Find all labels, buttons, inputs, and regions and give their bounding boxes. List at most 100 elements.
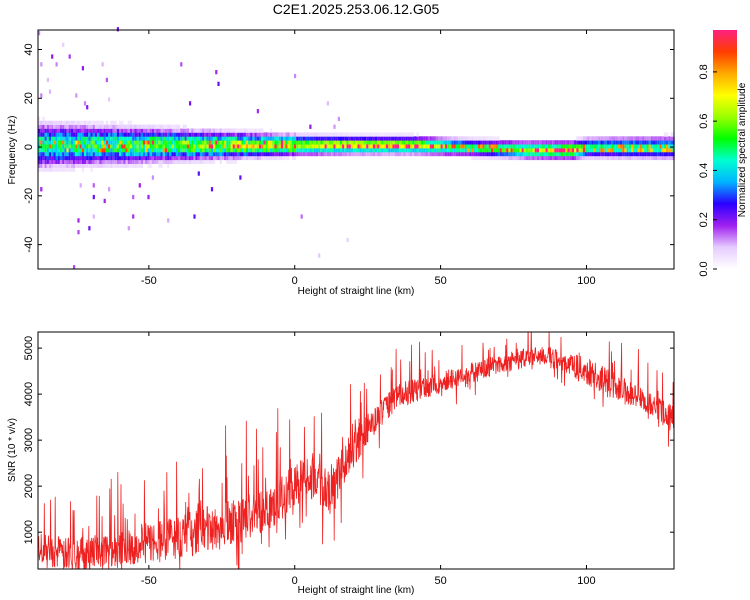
heatmap-cell <box>228 132 231 137</box>
heatmap-cell <box>335 132 338 137</box>
heatmap-cell <box>206 148 209 153</box>
heatmap-cell <box>193 159 196 164</box>
heatmap-cell <box>556 151 559 157</box>
heatmap-cell <box>154 128 157 133</box>
heatmap-cell <box>357 132 360 137</box>
heatmap-cell <box>248 144 251 149</box>
heatmap-cell <box>670 132 673 137</box>
heatmap-cell <box>337 144 340 149</box>
heatmap-cell <box>132 132 135 137</box>
heatmap-cell <box>140 140 143 145</box>
heatmap-cell <box>396 140 399 145</box>
heatmap-cell <box>646 148 649 153</box>
heatmap-cell <box>652 155 655 161</box>
heatmap-cell <box>129 159 133 164</box>
heatmap-cell <box>464 148 467 153</box>
heatmap-cell <box>462 148 465 153</box>
heatmap-cell <box>291 140 294 145</box>
heatmap-cell <box>552 148 555 153</box>
heatmap-cell <box>151 140 154 145</box>
heatmap-cell <box>447 148 450 153</box>
heatmap-cell <box>178 128 181 133</box>
heatmap-cell <box>370 144 373 149</box>
heatmap-cell <box>488 144 491 149</box>
heatmap-cell <box>204 159 207 164</box>
heatmap-cell <box>350 148 354 153</box>
heatmap-cell <box>55 62 58 67</box>
heatmap-cell <box>350 151 354 157</box>
heatmap-cell <box>517 148 520 153</box>
heatmap-cell <box>602 144 605 149</box>
heatmap-cell <box>547 144 550 149</box>
heatmap-cell <box>530 155 533 161</box>
heatmap-cell <box>512 148 515 153</box>
heatmap-cell <box>434 148 437 153</box>
heatmap-cell <box>184 151 187 157</box>
heatmap-cell <box>648 148 651 153</box>
heatmap-cell <box>88 132 91 137</box>
heatmap-cell <box>582 151 585 157</box>
heatmap-cell <box>178 124 181 129</box>
heatmap-cell <box>180 151 183 157</box>
heatmap-cell <box>125 159 128 164</box>
heatmap-cell <box>650 155 653 161</box>
heatmap-cell <box>626 151 629 157</box>
heatmap-cell <box>477 148 480 153</box>
heatmap-cell <box>464 144 467 149</box>
heatmap-cell <box>51 148 54 153</box>
heatmap-cell <box>342 132 345 137</box>
heatmap-cell <box>105 144 108 149</box>
snr-frame <box>37 331 675 570</box>
heatmap-cell <box>239 140 242 145</box>
heatmap-cell <box>635 148 638 153</box>
heatmap-cell <box>449 151 452 157</box>
heatmap-cell <box>353 136 356 141</box>
heatmap-cell <box>86 163 89 168</box>
heatmap-cell <box>427 144 430 149</box>
heatmap-cell <box>221 151 224 157</box>
heatmap-cell <box>626 148 629 153</box>
heatmap-cell <box>167 218 170 223</box>
heatmap-cell <box>357 144 360 149</box>
heatmap-cell <box>364 144 367 149</box>
heatmap-cell <box>475 148 478 153</box>
heatmap-cell <box>635 151 638 157</box>
heatmap-cell <box>217 144 220 149</box>
heatmap-cell <box>405 151 408 157</box>
heatmap-cell <box>108 151 111 157</box>
heatmap-cell <box>593 136 596 141</box>
x-tick-label: 0 <box>292 275 298 287</box>
heatmap-cell <box>64 140 67 145</box>
heatmap-cell <box>501 140 505 145</box>
heatmap-cell <box>140 144 143 149</box>
x-tick-label: 50 <box>434 275 446 287</box>
heatmap-cell <box>182 128 185 133</box>
y-tick-label: 40 <box>23 43 35 55</box>
heatmap-cell <box>582 155 585 161</box>
heatmap-cell <box>81 136 84 141</box>
heatmap-cell <box>123 155 126 161</box>
heatmap-cell <box>121 132 124 137</box>
heatmap-cell <box>149 163 152 168</box>
heatmap-cell <box>55 159 58 164</box>
heatmap-cell <box>66 140 69 145</box>
heatmap-cell <box>90 128 93 133</box>
heatmap-cell <box>53 163 56 168</box>
heatmap-cell <box>263 144 266 149</box>
heatmap-cell <box>604 151 607 157</box>
heatmap-cell <box>324 140 327 145</box>
heatmap-cell <box>429 151 432 157</box>
heatmap-cell <box>119 148 122 153</box>
heatmap-cell <box>639 144 642 149</box>
heatmap-cell <box>77 132 80 137</box>
heatmap-cell <box>335 136 338 141</box>
heatmap-cell <box>381 148 384 153</box>
heatmap-cell <box>70 140 73 145</box>
heatmap-cell <box>414 151 417 157</box>
heatmap-cell <box>184 144 187 149</box>
heatmap-cell <box>125 124 128 129</box>
heatmap-cell <box>250 144 253 149</box>
heatmap-cell <box>615 148 618 153</box>
heatmap-cell <box>289 140 292 145</box>
heatmap-cell <box>381 151 384 157</box>
